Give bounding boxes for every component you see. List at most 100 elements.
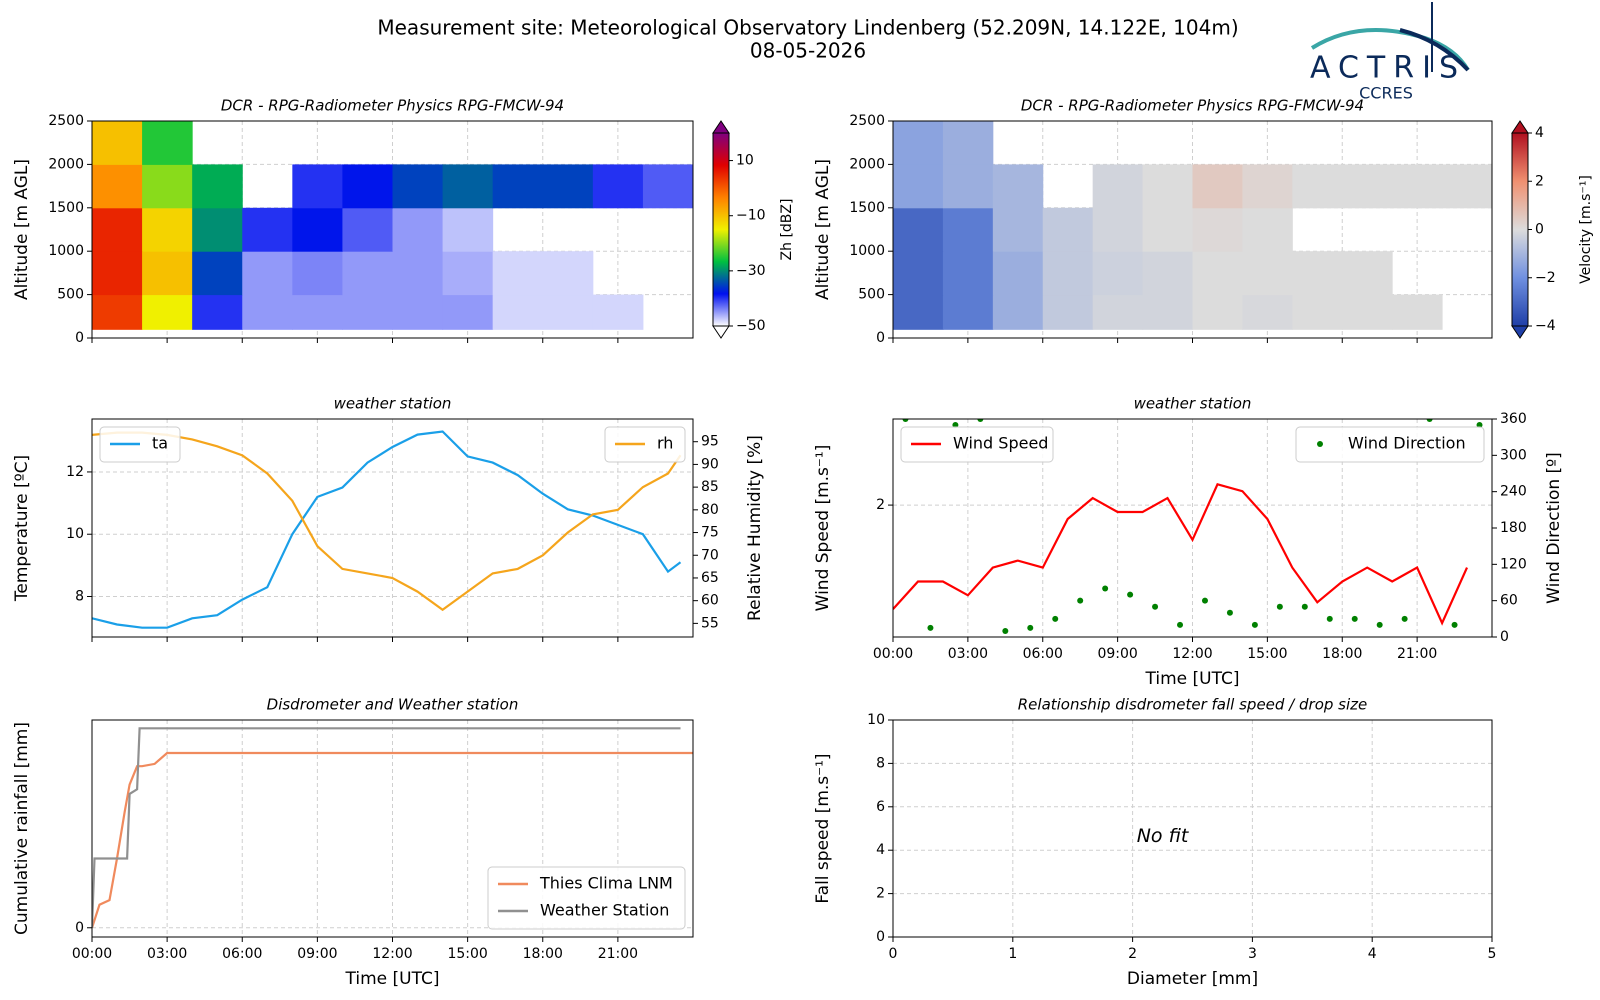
heat-cell bbox=[1142, 207, 1193, 252]
line bbox=[92, 431, 682, 612]
heat-cell bbox=[192, 294, 243, 330]
legend-label: rh bbox=[657, 434, 673, 453]
colorbar-extend bbox=[712, 120, 730, 134]
x-tick-label: 03:00 bbox=[147, 946, 187, 962]
heat-cell bbox=[292, 294, 343, 330]
x-tick-label: 09:00 bbox=[1097, 646, 1137, 662]
annotation: No fit bbox=[1137, 825, 1190, 847]
colorbar-extend bbox=[1511, 120, 1529, 134]
heat-cell bbox=[392, 207, 444, 252]
colorbar-extend bbox=[712, 325, 730, 339]
y-axis-label: Fall speed [m.s⁻¹] bbox=[813, 753, 833, 903]
heat-cell bbox=[1242, 294, 1293, 330]
heat-cell bbox=[192, 164, 243, 209]
y-tick-label: 0 bbox=[75, 330, 84, 346]
colorbar-label: Zh [dBZ] bbox=[779, 199, 795, 261]
x-tick-label: 21:00 bbox=[598, 946, 638, 962]
y-tick-label: 2 bbox=[876, 886, 885, 902]
heat-cell bbox=[242, 207, 293, 252]
heat-cell bbox=[142, 251, 193, 296]
x-tick-label: 3 bbox=[1248, 946, 1257, 962]
heat-cell bbox=[1192, 251, 1243, 296]
y-tick-label: 1500 bbox=[48, 200, 84, 216]
heat-cell bbox=[1142, 251, 1193, 296]
heat-cell bbox=[1142, 294, 1193, 330]
plot-area bbox=[92, 430, 682, 629]
y-tick-label: 1000 bbox=[48, 243, 84, 259]
y-tick-label: 1500 bbox=[849, 200, 885, 216]
y-tick-label: 1000 bbox=[849, 243, 885, 259]
figure-title: Measurement site: Meteorological Observa… bbox=[377, 16, 1238, 40]
marker bbox=[1376, 621, 1383, 628]
panel: DCR - RPG-Radiometer Physics RPG-FMCW-94… bbox=[813, 97, 1594, 347]
colorbar-tick-label: 4 bbox=[1535, 125, 1544, 141]
axes-title: Disdrometer and Weather station bbox=[267, 696, 519, 714]
y-axis-label: Temperature [ºC] bbox=[12, 455, 32, 602]
axes-frame bbox=[91, 719, 694, 938]
legend: Wind Speed bbox=[900, 426, 1054, 463]
marker bbox=[1152, 603, 1159, 610]
line bbox=[92, 751, 693, 929]
marker bbox=[1326, 615, 1333, 622]
heat-cell bbox=[292, 164, 343, 209]
heat-cell bbox=[1392, 164, 1443, 209]
x-tick-label: 2 bbox=[1128, 946, 1137, 962]
heat-cell bbox=[142, 164, 193, 209]
heat-cell bbox=[992, 207, 1044, 252]
colorbar-tick-label: 0 bbox=[1535, 222, 1544, 238]
x-tick-label: 06:00 bbox=[1023, 646, 1063, 662]
heat-cell bbox=[492, 251, 544, 296]
marker bbox=[977, 419, 984, 422]
legend-label: Wind Speed bbox=[953, 434, 1048, 453]
logo-text: ACTRIS bbox=[1310, 51, 1466, 86]
marker bbox=[927, 624, 934, 631]
heat-cell bbox=[1292, 251, 1343, 296]
colorbar-tick-label: −10 bbox=[736, 208, 766, 224]
x-tick-label: 09:00 bbox=[297, 946, 337, 962]
heat-cell bbox=[893, 251, 944, 296]
legend-box bbox=[487, 866, 686, 930]
line bbox=[92, 430, 682, 629]
heat-cell bbox=[92, 207, 143, 252]
heat-cell bbox=[142, 207, 193, 252]
heat-cell bbox=[893, 164, 944, 209]
legend-label: Weather Station bbox=[540, 901, 669, 920]
marker bbox=[1102, 585, 1109, 592]
y2-tick-label: 120 bbox=[1500, 556, 1527, 572]
heat-cell bbox=[342, 164, 393, 209]
panel: weather station 00:00 03:00 06:00 09:00 12:00… bbox=[813, 395, 1564, 690]
y-axis-label: Altitude [m AGL] bbox=[12, 159, 32, 300]
heat-cell bbox=[442, 251, 494, 296]
heat-cell bbox=[942, 207, 994, 252]
heat-cell bbox=[1042, 251, 1094, 296]
heat-cell bbox=[242, 294, 293, 330]
heat-cell bbox=[342, 251, 393, 296]
marker bbox=[1077, 597, 1084, 604]
heat-cell bbox=[1442, 164, 1492, 209]
axes-frame bbox=[892, 719, 1493, 938]
axes-title: DCR - RPG-Radiometer Physics RPG-FMCW-94 bbox=[221, 97, 564, 115]
heat-cell bbox=[542, 164, 594, 209]
line bbox=[893, 482, 1469, 626]
y2-tick-label: 90 bbox=[701, 456, 719, 472]
legend-box bbox=[1295, 426, 1485, 463]
y-tick-label: 0 bbox=[75, 920, 84, 936]
heat-cell bbox=[142, 294, 193, 330]
x-tick-label: 00:00 bbox=[72, 946, 112, 962]
x-tick-label: 18:00 bbox=[523, 946, 563, 962]
y-axis-label: Altitude [m AGL] bbox=[813, 159, 833, 300]
axes-title: DCR - RPG-Radiometer Physics RPG-FMCW-94 bbox=[1021, 97, 1364, 115]
y-tick-label: 10 bbox=[867, 712, 885, 728]
heat-cell bbox=[542, 251, 594, 296]
legend-box bbox=[900, 426, 1054, 463]
axes-title: weather station bbox=[1134, 395, 1252, 413]
marker bbox=[1177, 621, 1184, 628]
x-tick-label: 18:00 bbox=[1322, 646, 1362, 662]
x-axis-label: Time [UTC] bbox=[345, 969, 440, 989]
panel: Disdrometer and Weather station 00:00 03:0… bbox=[12, 696, 694, 989]
legend-label: ta bbox=[152, 434, 168, 453]
marker bbox=[1276, 603, 1283, 610]
y-tick-label: 2 bbox=[876, 497, 885, 513]
